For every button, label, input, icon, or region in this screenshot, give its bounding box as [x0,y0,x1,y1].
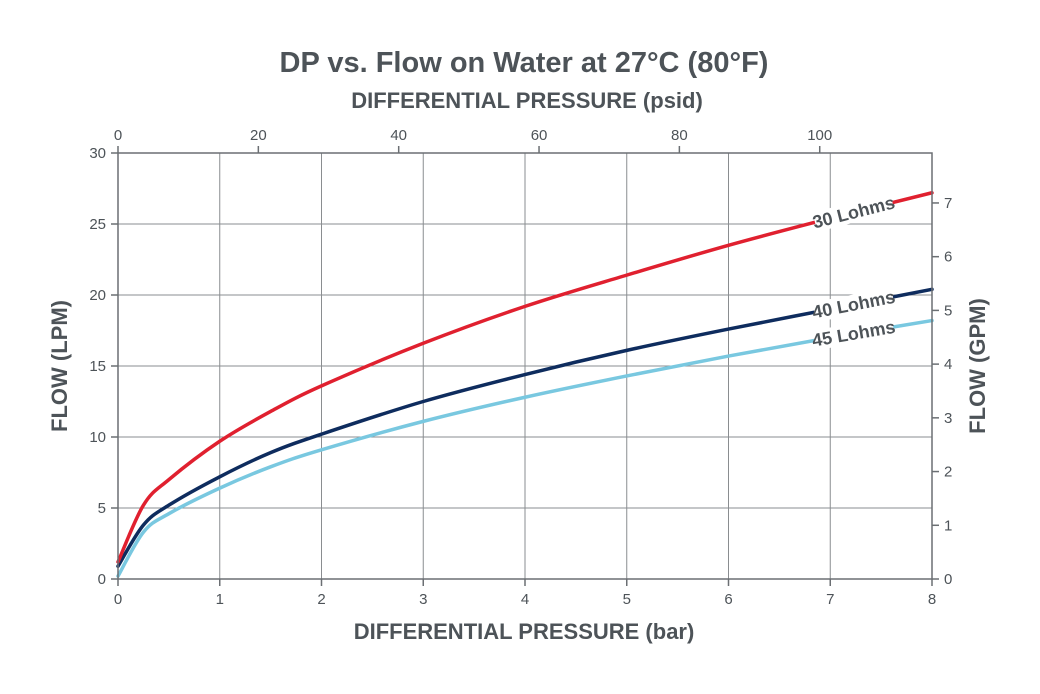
bottom-axis-title: DIFFERENTIAL PRESSURE (bar) [354,619,695,644]
series [116,191,934,578]
curve-label-30-lohms: 30 Lohms [811,192,897,232]
curve-label-group: 30 Lohms [811,192,897,232]
y2-tick-label: 0 [944,571,952,588]
curve-label-40-lohms: 40 Lohms [811,287,897,323]
y2-tick-label: 5 [944,302,952,319]
x-tick-label: 5 [623,591,631,608]
y-tick-label: 30 [89,145,106,162]
x2-tick-label: 40 [390,127,407,144]
x2-tick-label: 0 [114,127,122,144]
curve-label-backdrop [812,317,895,351]
grid [117,152,933,580]
series-line-40-lohms [116,287,934,568]
x-tick-label: 2 [317,591,325,608]
y-tick-label: 25 [89,216,106,233]
y2-tick-label: 3 [944,410,952,427]
x2-tick-label: 100 [807,127,832,144]
x-tick-label: 3 [419,591,427,608]
y2-tick-label: 4 [944,356,952,373]
top-axis-title: DIFFERENTIAL PRESSURE (psid) [351,88,703,113]
plot-frame [117,152,933,580]
x-tick-label: 0 [114,591,122,608]
y2-tick-label: 7 [944,195,952,212]
x2-tick-label: 60 [531,127,548,144]
x2-tick-label: 80 [671,127,688,144]
y-tick-label: 10 [89,429,106,446]
y2-tick-label: 1 [944,517,952,534]
curve-label-backdrop [812,287,895,323]
curve-label-group: 45 Lohms [811,317,897,351]
x-tick-label: 4 [521,591,529,608]
y2-tick-label: 2 [944,464,952,481]
chart-title: DP vs. Flow on Water at 27°C (80°F) [280,47,769,79]
x-tick-label: 7 [826,591,834,608]
curve-label-group: 40 Lohms [811,287,897,323]
x-tick-label: 8 [928,591,936,608]
left-axis-title: FLOW (LPM) [47,300,72,432]
x2-tick-label: 20 [250,127,267,144]
series-line-45-lohms [116,318,934,578]
x-tick-label: 1 [216,591,224,608]
right-axis-title: FLOW (GPM) [965,298,990,434]
series-line-30-lohms [116,191,934,564]
y-tick-label: 0 [98,571,106,588]
y-tick-label: 15 [89,358,106,375]
x-tick-label: 6 [724,591,732,608]
y2-tick-label: 6 [944,249,952,266]
curve-label-45-lohms: 45 Lohms [811,317,897,351]
y-tick-label: 5 [98,500,106,517]
curve-label-backdrop [812,192,895,232]
y-tick-label: 20 [89,287,106,304]
